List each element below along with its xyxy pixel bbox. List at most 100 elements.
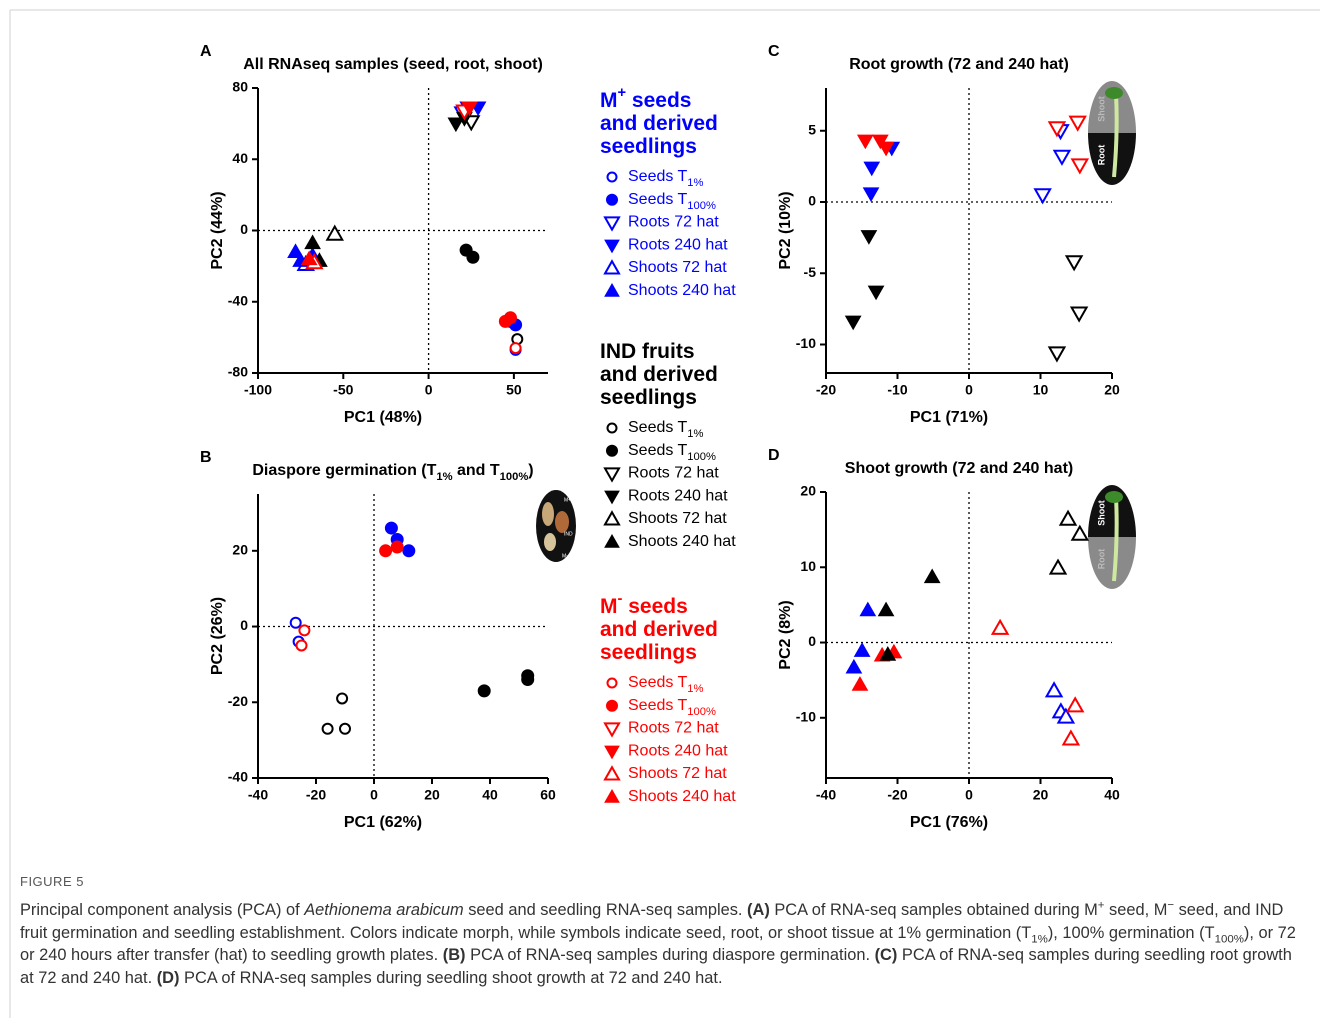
caption-run: 1% xyxy=(1031,932,1048,945)
text-run: - xyxy=(618,591,623,607)
caption-run: PCA of RNA-seq samples obtained during M xyxy=(769,901,1098,919)
y-tick-label: -80 xyxy=(228,364,248,380)
caption-run: Aethionema arabicum xyxy=(304,901,464,919)
point xyxy=(1044,681,1064,698)
x-axis-label: PC1 (62%) xyxy=(344,814,422,831)
caption-run: (A) xyxy=(747,901,770,919)
x-tick-label: -10 xyxy=(887,382,907,398)
legend-label: Shoots 240 hat xyxy=(628,282,736,299)
legend-marker xyxy=(606,171,618,183)
legend-marker xyxy=(603,765,621,781)
point xyxy=(503,311,517,325)
icon-label: M+ xyxy=(564,497,571,503)
legend-title: M- seeds xyxy=(600,591,688,618)
point xyxy=(321,722,334,735)
text-run: seeds xyxy=(622,595,687,618)
icon-label: Shoot xyxy=(1096,500,1106,526)
legend-label: Seeds T1% xyxy=(628,419,704,440)
chart-title: All RNAseq samples (seed, root, shoot) xyxy=(243,56,543,73)
point xyxy=(339,722,351,735)
legend-label: Shoots 72 hat xyxy=(628,259,727,276)
icon-seedling xyxy=(1112,92,1119,178)
point xyxy=(851,676,869,691)
text-run: and derived xyxy=(600,112,718,135)
x-tick-label: -100 xyxy=(244,382,272,398)
caption-run: + xyxy=(1097,899,1105,912)
caption-run: Principal component analysis (PCA) of xyxy=(20,901,305,919)
y-tick-label: -20 xyxy=(228,693,248,709)
text-run: and derived xyxy=(600,618,718,641)
point xyxy=(1056,707,1076,724)
chart-title: Diaspore germination (T1% and T100%) xyxy=(252,462,533,483)
point xyxy=(379,544,393,558)
caption-run: ), 100% germination (T xyxy=(1047,923,1215,942)
x-tick-label: 40 xyxy=(1104,787,1120,803)
caption-run: (C) xyxy=(874,946,898,965)
point xyxy=(867,285,885,301)
point xyxy=(863,161,881,177)
x-tick-label: 0 xyxy=(370,787,378,803)
y-tick-label: 20 xyxy=(232,542,248,558)
point xyxy=(879,646,897,661)
legend-label: Seeds T1% xyxy=(628,168,704,189)
x-tick-label: 50 xyxy=(506,382,522,398)
x-tick-label: -40 xyxy=(816,787,836,803)
point xyxy=(860,230,878,245)
y-tick-label: 0 xyxy=(808,633,816,649)
text-run: Seeds T xyxy=(628,442,688,459)
chart-title: Shoot growth (72 and 240 hat) xyxy=(845,460,1073,477)
text-run: Diaspore germination (T xyxy=(252,462,436,479)
caption-run: PCA of RNA-seq samples during diaspore g… xyxy=(465,946,875,965)
x-axis-label: PC1 (76%) xyxy=(910,814,988,831)
text-run: Seeds T xyxy=(628,697,688,714)
legend-marker xyxy=(604,788,620,803)
text-run: Roots 72 hat xyxy=(628,214,719,231)
chart-title: Root growth (72 and 240 hat) xyxy=(849,56,1069,73)
legend-title: seedlings xyxy=(600,641,697,664)
legend-label: Seeds T100% xyxy=(628,697,716,718)
legend-title: seedlings xyxy=(600,386,697,409)
point xyxy=(853,642,871,657)
caption-run: seed, M xyxy=(1104,901,1168,919)
text-run: M xyxy=(600,595,618,618)
legend-marker xyxy=(603,722,621,738)
legend-title: and derived xyxy=(600,618,718,641)
y-axis-label: PC2 (26%) xyxy=(209,597,226,675)
legend-label: Roots 240 hat xyxy=(628,237,728,254)
point xyxy=(1065,696,1085,713)
legend-title: seedlings xyxy=(600,135,697,158)
icon-leaf xyxy=(1105,87,1123,99)
panel-letter: A xyxy=(200,43,212,60)
icon-bottom xyxy=(1088,133,1136,185)
y-tick-label: 80 xyxy=(232,79,248,95)
figure-label: FIGURE 5 xyxy=(20,874,84,889)
point xyxy=(877,141,895,157)
text-run: 100% xyxy=(500,471,529,483)
legend-label: Seeds T100% xyxy=(628,442,716,463)
text-run: 100% xyxy=(687,451,716,463)
legend-marker xyxy=(606,699,618,712)
text-run: seedlings xyxy=(600,135,697,158)
point xyxy=(521,673,535,687)
caption: Principal component analysis (PCA) of Ae… xyxy=(20,899,1310,989)
icon-seedling xyxy=(1112,496,1119,582)
x-tick-label: 40 xyxy=(482,787,498,803)
y-tick-label: 5 xyxy=(808,121,816,137)
panel-letter: D xyxy=(768,447,780,464)
icon-label: Root xyxy=(1096,549,1106,570)
legend-marker xyxy=(606,193,618,206)
point xyxy=(871,134,889,150)
text-run: Shoots 72 hat xyxy=(628,765,727,782)
x-tick-label: -40 xyxy=(248,787,268,803)
point xyxy=(990,618,1010,635)
x-tick-label: 20 xyxy=(424,787,440,803)
y-tick-label: -10 xyxy=(796,708,816,724)
x-tick-label: -20 xyxy=(887,787,907,803)
caption-run: seed, and IND fruit germination and seed… xyxy=(20,901,1284,942)
text-run: Roots 72 hat xyxy=(628,465,719,482)
icon-seed xyxy=(542,502,554,526)
legend-label: Seeds T100% xyxy=(628,191,716,212)
point xyxy=(1070,158,1090,175)
legend-label: Seeds T1% xyxy=(628,674,704,695)
text-run: 100% xyxy=(687,200,716,212)
